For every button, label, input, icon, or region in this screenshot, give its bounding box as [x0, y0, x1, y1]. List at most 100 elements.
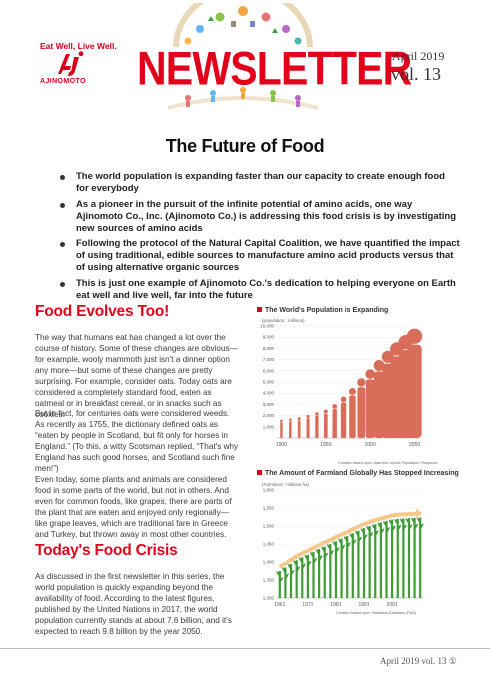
chart-source-label: Created based upon data from World Popul… — [338, 461, 438, 465]
x-tick-label: 1950 — [320, 442, 331, 448]
population-chart: 1,000 2,000 3,000 4,000 5,000 6,000 7,000 8,000… — [260, 324, 423, 448]
population-bar-head — [280, 419, 283, 423]
globe-illustration — [173, 3, 313, 47]
farmland-bar-leaf — [383, 520, 387, 527]
farmland-bar — [385, 520, 388, 598]
population-bar — [289, 421, 292, 438]
farmland-bar-leaf — [420, 523, 424, 530]
farmland-bar-leaf — [403, 524, 407, 531]
farmland-bar-leaf — [335, 547, 340, 554]
farmland-bar-leaf — [321, 546, 325, 553]
population-bar-head — [365, 369, 376, 379]
trend-arrow — [278, 511, 421, 569]
farmland-bar-leaf — [307, 560, 312, 567]
x-tick-label: 1971 — [302, 602, 313, 608]
farmland-bar — [340, 538, 343, 598]
chart-title-farmland: The Amount of Farmland Globally Has Stop… — [257, 470, 459, 477]
y-tick-label: 1,500 — [263, 524, 275, 529]
farmland-bar-leaf — [414, 523, 419, 530]
chart-title-population: The World's Population is Expanding — [257, 307, 388, 314]
farmland-bar — [329, 544, 332, 598]
chart-source-label: Created based upon Statistical Database … — [336, 611, 417, 615]
farmland-bar — [419, 517, 422, 598]
farmland-bar — [346, 536, 349, 598]
paragraph: Even today, some plants and animals are … — [35, 475, 232, 539]
farmland-bar-leaf — [399, 518, 404, 525]
farmland-bar — [312, 551, 315, 598]
farmland-bar-leaf — [364, 534, 368, 541]
x-tick-label: 2001 — [387, 602, 398, 608]
farmland-bar-leaf — [380, 528, 385, 535]
main-title: The Future of Food — [165, 136, 325, 156]
population-bar — [297, 420, 301, 438]
bullet-text: As a pioneer in the pursuit of the infin… — [76, 198, 457, 234]
farmland-bar-leaf — [287, 563, 292, 570]
y-tick-label: 6,000 — [263, 368, 275, 373]
farmland-bar-leaf — [296, 566, 301, 573]
farmland-bar-leaf — [358, 536, 362, 543]
population-bar-head — [332, 404, 338, 409]
footer-divider — [0, 648, 490, 649]
issue-date: April 2019 — [392, 49, 445, 63]
x-tick-label: 2050 — [409, 442, 420, 448]
farmland-bar-leaf — [298, 557, 303, 564]
farmland-bar-leaf — [310, 551, 314, 558]
farmland-bar-leaf — [349, 533, 353, 540]
farmland-bar-leaf — [281, 567, 286, 574]
tagline: Eat Well, Live Well. — [40, 41, 117, 51]
farmland-bar-leaf — [285, 573, 289, 580]
population-bar-head — [315, 412, 319, 416]
y-tick-label: 1,550 — [263, 506, 275, 511]
farmland-bar-leaf — [388, 519, 393, 526]
farmland-bar-leaf — [302, 563, 306, 570]
farmland-bar-leaf — [343, 536, 348, 543]
newsletter-title: NEWSLETTER — [137, 42, 412, 95]
farmland-bar — [295, 560, 298, 598]
y-tick-label: 8,000 — [263, 346, 275, 351]
x-tick-label: 1961 — [274, 602, 285, 608]
farmland-chart: 1,300 1,350 1,400 1,450 1,500 1,550 1,600 1961 1… — [263, 488, 424, 608]
farmland-bar — [374, 524, 377, 598]
farmland-bar — [391, 519, 394, 598]
farmland-bar — [351, 533, 354, 598]
population-bar — [315, 416, 319, 438]
farmland-bar — [357, 530, 360, 598]
paragraph: The way that humans eat has changed a lo… — [35, 333, 238, 419]
issue-volume: vol. 13 — [391, 64, 442, 84]
population-bar — [332, 409, 337, 438]
trend-arrow-head — [416, 508, 423, 519]
y-tick-label: 5,000 — [263, 380, 275, 385]
farmland-bar — [323, 546, 326, 598]
population-bar — [349, 395, 356, 438]
farmland-bar — [278, 571, 281, 598]
ajinomoto-logo-mark — [58, 51, 84, 76]
farmland-bar-leaf — [279, 577, 284, 583]
population-bar-head — [348, 388, 356, 396]
section-heading-food-crisis: Today's Food Crisis — [35, 542, 178, 559]
farmland-bar-leaf — [347, 542, 351, 549]
farmland-bar-leaf — [411, 517, 415, 524]
y-tick-label: 1,600 — [263, 488, 275, 493]
summary-bullets: The world population is expanding faster… — [60, 171, 460, 305]
population-bar-head — [406, 328, 423, 344]
population-bar — [306, 418, 310, 438]
bullet-item: Following the protocol of the Natural Ca… — [60, 238, 460, 274]
farmland-bar-leaf — [377, 522, 381, 529]
population-bar-head — [373, 360, 385, 371]
farmland-bar-leaf — [338, 538, 342, 545]
farmland-bar-leaf — [276, 571, 280, 577]
farmland-bar-leaf — [392, 525, 396, 532]
farmland-bar-leaf — [354, 530, 359, 537]
x-tick-label: 1900 — [276, 442, 287, 448]
farmland-bar-leaf — [315, 549, 320, 556]
population-bar-head — [306, 414, 310, 419]
farmland-bar-leaf — [416, 517, 421, 524]
farmland-bar-leaf — [369, 532, 374, 538]
farmland-bar-leaf — [360, 528, 365, 535]
farmland-bar-leaf — [313, 557, 317, 564]
farmland-bar-leaf — [394, 518, 398, 525]
farmland-bar — [284, 567, 287, 598]
farmland-bar-leaf — [326, 544, 331, 550]
bullet-item: As a pioneer in the pursuit of the infin… — [60, 199, 460, 235]
population-bar-head — [288, 418, 292, 422]
